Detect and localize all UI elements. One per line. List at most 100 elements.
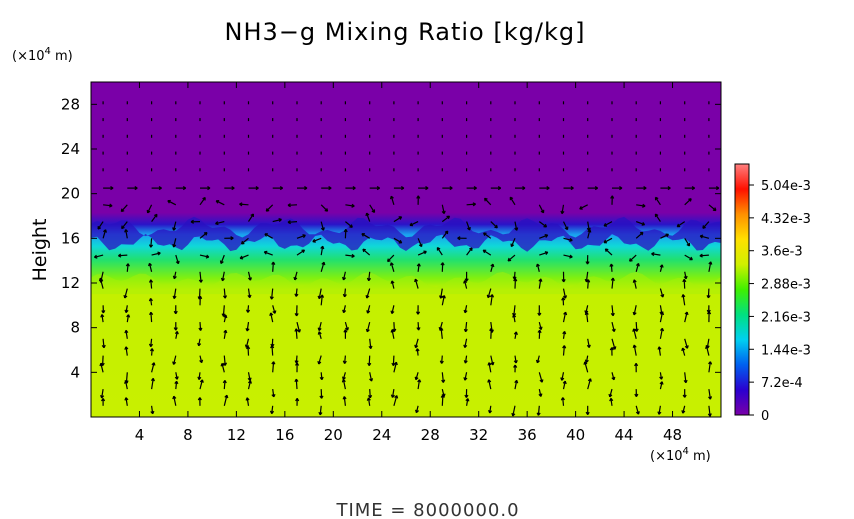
wind-vector-head	[199, 379, 204, 383]
wind-vector-head	[563, 311, 568, 316]
wind-vector	[587, 279, 589, 289]
wind-vector	[100, 363, 104, 373]
wind-vector-head	[398, 239, 403, 244]
wind-vector	[239, 254, 249, 259]
wind-vector	[97, 221, 104, 230]
wind-vector-head	[365, 212, 370, 217]
wind-vector-head	[561, 279, 566, 283]
wind-vector-head	[245, 328, 250, 332]
wind-vector	[610, 263, 613, 272]
x-tick-label: 28	[421, 426, 440, 444]
colorbar-tick-label: 3.6e-3	[761, 245, 803, 260]
wind-vector	[562, 221, 569, 230]
wind-vector	[369, 204, 376, 213]
wind-vector	[175, 254, 179, 264]
wind-vector-head	[221, 313, 226, 317]
wind-vector	[342, 372, 346, 380]
wind-vector	[489, 405, 492, 414]
wind-vector	[509, 196, 516, 206]
wind-vector	[441, 295, 445, 306]
wind-vector-head	[586, 227, 591, 231]
wind-vector	[296, 321, 301, 333]
wind-vector-head	[172, 361, 177, 365]
wind-vector-head	[294, 313, 299, 317]
wind-vector	[125, 372, 128, 384]
wind-vector	[684, 271, 687, 279]
wind-vector	[629, 254, 637, 262]
wind-vector	[417, 238, 423, 247]
wind-vector	[199, 379, 203, 390]
wind-vector-head	[415, 311, 421, 315]
wind-vector-head	[123, 294, 128, 299]
wind-vector	[295, 379, 298, 390]
wind-vector-head	[376, 185, 381, 191]
wind-vector-head	[317, 331, 322, 335]
wind-vector	[272, 305, 276, 314]
wind-vector-head	[676, 223, 681, 228]
wind-vector-head	[304, 185, 308, 191]
colorbar-tick-label: 5.04e-3	[761, 179, 811, 194]
wind-vector	[682, 347, 686, 356]
wind-vector	[436, 247, 443, 256]
wind-vector-head	[387, 258, 391, 263]
wind-vector-head	[497, 185, 502, 191]
wind-vector	[393, 395, 398, 406]
wind-vector-head	[409, 222, 414, 227]
wind-vector-head	[699, 253, 703, 258]
wind-vector-head	[99, 279, 104, 283]
wind-vector-head	[657, 411, 662, 415]
wind-vector-head	[146, 209, 151, 214]
wind-vector	[361, 233, 371, 239]
wind-vector	[199, 355, 203, 363]
wind-vector	[175, 331, 178, 339]
wind-vector	[125, 346, 128, 356]
wind-vector	[199, 254, 209, 258]
wind-vector-head	[172, 244, 177, 248]
wind-vector-head	[560, 210, 565, 215]
wind-vector	[320, 221, 325, 231]
wind-vector	[125, 305, 128, 313]
wind-vector	[369, 372, 373, 382]
wind-vector-head	[681, 347, 686, 352]
wind-vector	[417, 263, 420, 272]
wind-vector	[490, 328, 492, 339]
wind-vector-head	[134, 185, 138, 191]
wind-vector	[417, 379, 421, 390]
x-tick-label: 36	[518, 426, 537, 444]
wind-vector-head	[148, 279, 154, 283]
wind-vector-head	[205, 254, 210, 259]
wind-vector	[514, 355, 517, 364]
wind-vector-head	[609, 347, 614, 351]
cloud-top-band	[91, 216, 721, 252]
wind-vector-head	[400, 185, 405, 191]
wind-vector-head	[585, 411, 590, 416]
wind-vector	[440, 288, 443, 299]
wind-vector	[94, 254, 104, 258]
wind-vector-head	[173, 327, 178, 331]
wind-vector-head	[222, 295, 228, 299]
wind-vector-head	[705, 344, 710, 349]
wind-vector	[415, 338, 419, 348]
wind-vector-head	[240, 240, 245, 245]
y-axis-unit: (×104 m)	[12, 46, 73, 64]
wind-vector-head	[684, 311, 689, 316]
wind-vector-head	[537, 312, 542, 316]
x-tick-label: 16	[275, 426, 294, 444]
wind-vector-head	[174, 376, 179, 380]
wind-vector-head	[441, 379, 446, 383]
wind-vector	[125, 397, 128, 406]
wind-vector-head	[158, 185, 162, 191]
wind-vector-head	[271, 393, 276, 398]
wind-vector-head	[510, 243, 515, 248]
colorbar-tick-label: 2.16e-3	[761, 310, 811, 325]
wind-vector-head	[467, 226, 471, 231]
x-tick-label: 12	[227, 426, 246, 444]
wind-vector	[246, 322, 250, 332]
wind-vector	[344, 288, 346, 297]
wind-vector	[369, 338, 372, 349]
wind-vector	[173, 355, 177, 365]
wind-vector-head	[367, 362, 372, 367]
wind-vector	[318, 331, 322, 339]
wind-vector	[561, 204, 565, 214]
wind-vector-head	[296, 329, 301, 333]
